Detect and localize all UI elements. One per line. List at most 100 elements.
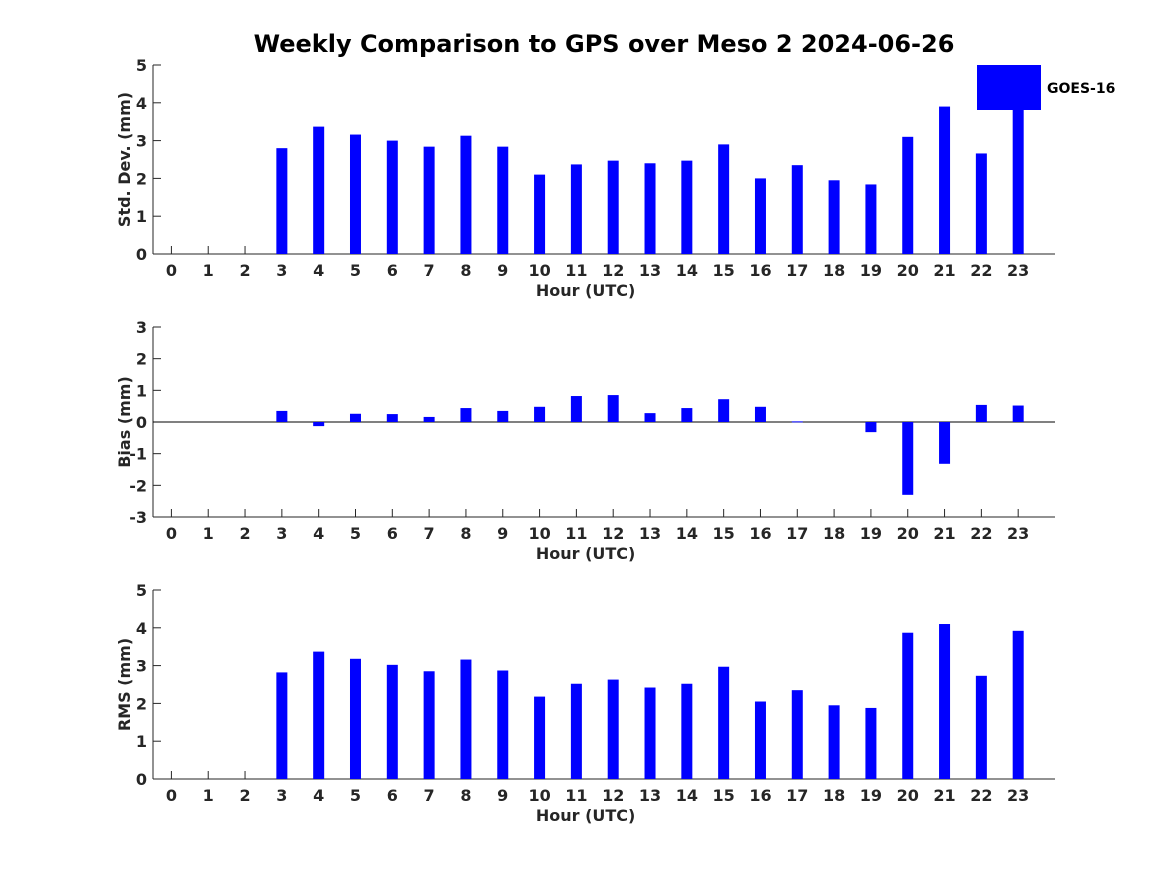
x-tick-label: 7 (424, 261, 435, 280)
x-tick-label: 19 (860, 524, 882, 543)
bar-hour-5 (349, 413, 361, 422)
x-tick-label: 14 (676, 786, 698, 805)
x-tick-label: 12 (602, 786, 624, 805)
y-tick-label: 5 (136, 56, 147, 75)
x-tick-label: 7 (424, 524, 435, 543)
bar-hour-8 (460, 408, 472, 422)
bar-hour-16 (754, 406, 766, 422)
x-tick-label: 8 (460, 786, 471, 805)
y-tick-label: -3 (129, 508, 147, 527)
x-tick-label: 22 (970, 261, 992, 280)
bar-hour-16 (754, 701, 766, 779)
x-tick-label: 1 (203, 786, 214, 805)
y-tick-label: 4 (136, 619, 147, 638)
x-tick-label: 15 (713, 786, 735, 805)
y-tick-label: 4 (136, 94, 147, 113)
x-tick-label: 5 (350, 261, 361, 280)
bar-hour-22 (975, 675, 987, 779)
x-tick-label: 23 (1007, 261, 1029, 280)
x-tick-label: 20 (897, 524, 919, 543)
bar-hour-7 (423, 671, 435, 779)
x-tick-label: 1 (203, 261, 214, 280)
x-axis-label: Hour (UTC) (536, 544, 636, 563)
bar-hour-6 (386, 140, 398, 254)
x-axis-label: Hour (UTC) (536, 806, 636, 825)
legend-swatch (977, 65, 1041, 110)
x-tick-label: 9 (497, 524, 508, 543)
x-tick-label: 17 (786, 261, 808, 280)
y-tick-label: 2 (136, 169, 147, 188)
bar-hour-12 (607, 160, 619, 254)
x-tick-label: 7 (424, 786, 435, 805)
x-tick-label: 6 (387, 261, 398, 280)
bar-hour-16 (754, 178, 766, 254)
bar-hour-13 (644, 163, 656, 254)
bar-hour-21 (939, 106, 951, 254)
bar-hour-14 (681, 408, 693, 422)
x-tick-label: 21 (933, 524, 955, 543)
x-tick-label: 3 (276, 786, 287, 805)
x-tick-label: 15 (713, 261, 735, 280)
y-tick-label: 1 (136, 207, 147, 226)
bar-hour-13 (644, 413, 656, 422)
bar-hour-5 (349, 134, 361, 254)
bar-hour-18 (828, 705, 840, 779)
x-tick-label: 8 (460, 524, 471, 543)
bar-hour-8 (460, 659, 472, 779)
bar-hour-9 (497, 670, 509, 779)
bar-hour-10 (534, 174, 546, 254)
bar-hour-15 (718, 666, 730, 779)
bar-hour-9 (497, 410, 509, 422)
legend-label: GOES-16 (1047, 81, 1115, 97)
y-tick-label: 0 (136, 413, 147, 432)
x-tick-label: 16 (749, 524, 771, 543)
chart-title: Weekly Comparison to GPS over Meso 2 202… (254, 30, 955, 58)
bar-hour-20 (902, 136, 914, 254)
x-tick-label: 15 (713, 524, 735, 543)
x-tick-label: 5 (350, 524, 361, 543)
x-tick-label: 2 (239, 524, 250, 543)
x-tick-label: 8 (460, 261, 471, 280)
y-tick-label: 0 (136, 245, 147, 264)
x-tick-label: 12 (602, 524, 624, 543)
x-tick-label: 19 (860, 786, 882, 805)
x-tick-label: 20 (897, 786, 919, 805)
bar-hour-21 (939, 624, 951, 779)
bar-hour-4 (313, 126, 325, 254)
x-tick-label: 11 (565, 786, 587, 805)
bar-hour-7 (423, 416, 435, 422)
y-tick-label: 2 (136, 350, 147, 369)
x-tick-label: 13 (639, 524, 661, 543)
bar-hour-20 (902, 422, 914, 495)
bar-hour-9 (497, 146, 509, 254)
x-tick-label: 23 (1007, 786, 1029, 805)
x-tick-label: 2 (239, 261, 250, 280)
x-tick-label: 17 (786, 786, 808, 805)
bar-hour-19 (865, 707, 877, 779)
y-tick-label: 3 (136, 657, 147, 676)
x-tick-label: 4 (313, 786, 324, 805)
bar-hour-17 (791, 165, 803, 254)
x-tick-label: 3 (276, 261, 287, 280)
x-tick-label: 23 (1007, 524, 1029, 543)
x-tick-label: 22 (970, 786, 992, 805)
x-tick-label: 5 (350, 786, 361, 805)
x-tick-label: 1 (203, 524, 214, 543)
bar-hour-19 (865, 422, 877, 433)
x-tick-label: 20 (897, 261, 919, 280)
bar-hour-17 (791, 690, 803, 779)
bar-hour-3 (276, 148, 288, 254)
x-tick-label: 0 (166, 524, 177, 543)
bar-hour-22 (975, 404, 987, 422)
bar-hour-12 (607, 395, 619, 422)
y-axis-label: Std. Dev. (mm) (115, 92, 134, 227)
bar-hour-18 (828, 180, 840, 254)
x-tick-label: 2 (239, 786, 250, 805)
bar-hour-10 (534, 406, 546, 422)
legend: GOES-16 (977, 65, 1115, 110)
x-tick-label: 22 (970, 524, 992, 543)
x-tick-label: 18 (823, 261, 845, 280)
y-tick-label: 2 (136, 694, 147, 713)
bar-hour-7 (423, 146, 435, 254)
